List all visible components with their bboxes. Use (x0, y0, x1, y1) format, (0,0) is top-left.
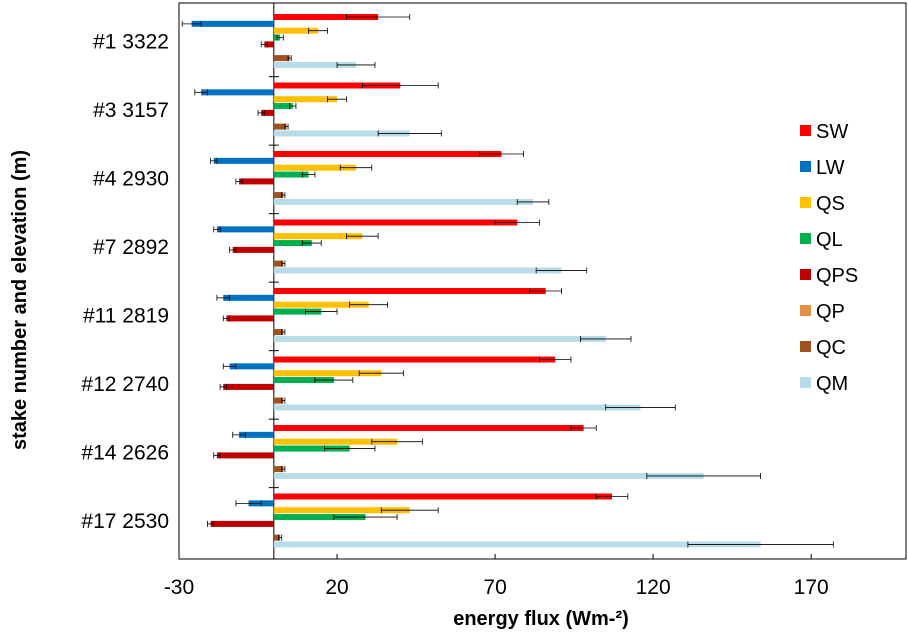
bar-lw (201, 89, 274, 95)
bar-sw (274, 220, 517, 226)
legend-swatch-ql (800, 233, 811, 244)
legend-swatch-qs (800, 197, 811, 208)
x-tick-label: 20 (325, 576, 348, 599)
x-tick-label: 170 (794, 576, 829, 599)
bar-qps (217, 452, 274, 458)
bar-lw (192, 21, 274, 27)
bar-qps (223, 384, 274, 390)
category-label: #17 2530 (81, 510, 169, 533)
legend-label-qps: QPS (816, 265, 858, 287)
legend-label-qc: QC (816, 337, 846, 359)
bar-lw (217, 226, 274, 232)
legend-label-qp: QP (816, 301, 845, 323)
bar-qm (274, 267, 562, 273)
bar-qps (239, 178, 274, 184)
legend-swatch-qps (800, 269, 811, 280)
category-label: #11 2819 (83, 304, 169, 327)
bar-lw (223, 295, 274, 301)
bar-qps (233, 247, 274, 253)
category-label: #12 2740 (81, 373, 169, 396)
bar-sw (274, 357, 555, 363)
bar-qm (274, 199, 533, 205)
bar-lw (214, 158, 274, 164)
category-label: #1 3322 (93, 30, 169, 53)
legend-swatch-qc (800, 341, 811, 352)
y-axis-title: stake number and elevation (m) (9, 150, 31, 450)
legend-swatch-lw (800, 161, 811, 172)
legend-label-ql: QL (816, 229, 843, 251)
bar-qc (274, 55, 290, 61)
category-label: #14 2626 (81, 441, 169, 464)
legend-swatch-qp (800, 305, 811, 316)
bar-qps (211, 521, 274, 527)
legend-swatch-sw (800, 125, 811, 136)
x-axis-title: energy flux (Wm-²) (453, 608, 629, 630)
bar-sw (274, 151, 502, 157)
category-label: #4 2930 (93, 167, 169, 190)
bar-sw (274, 288, 546, 294)
x-tick-label: -30 (164, 576, 194, 599)
legend-label-lw: LW (816, 157, 845, 179)
legend-label-qs: QS (816, 193, 845, 215)
bar-sw (274, 494, 612, 500)
bar-qm (274, 473, 704, 479)
category-label: #3 3157 (93, 99, 169, 122)
bar-qm (274, 336, 606, 342)
legend-label-qm: QM (816, 373, 848, 395)
bar-qm (274, 404, 641, 410)
bar-qps (226, 315, 273, 321)
legend-label-sw: SW (816, 121, 848, 143)
legend-swatch-qm (800, 377, 811, 388)
x-tick-label: 120 (636, 576, 671, 599)
x-tick-label: 70 (483, 576, 506, 599)
bar-sw (274, 425, 584, 431)
category-label: #7 2892 (93, 236, 169, 259)
